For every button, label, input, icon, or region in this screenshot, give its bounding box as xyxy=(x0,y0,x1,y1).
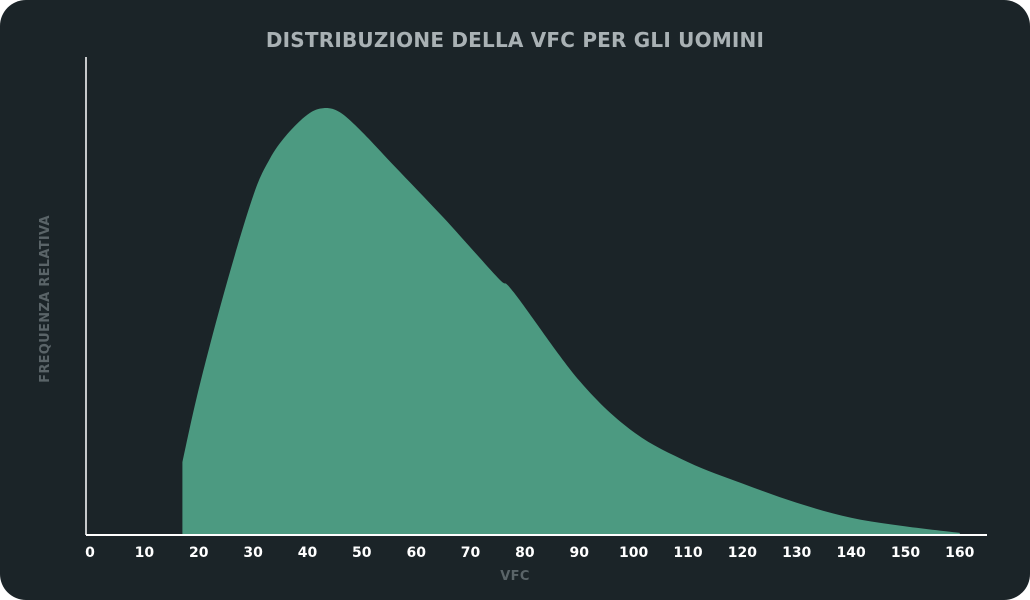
area-layer xyxy=(182,108,960,536)
chart-title: DISTRIBUZIONE DELLA VFC PER GLI UOMINI xyxy=(265,28,765,52)
distribution-area xyxy=(182,108,960,536)
x-tick-label: 110 xyxy=(673,545,702,561)
x-tick-label: 120 xyxy=(728,545,757,561)
x-tick-label: 100 xyxy=(619,545,648,561)
x-tick-label: 150 xyxy=(891,545,920,561)
x-tick-label: 20 xyxy=(189,545,209,561)
x-tick-label: 90 xyxy=(570,545,590,561)
y-axis-title: FREQUENZA RELATIVA xyxy=(38,215,53,383)
x-tick-label: 30 xyxy=(243,545,263,561)
x-tick-label: 160 xyxy=(945,545,974,561)
x-tick-label: 40 xyxy=(298,545,318,561)
x-tick-label: 80 xyxy=(515,545,535,561)
x-tick-label: 130 xyxy=(782,545,811,561)
x-tick-labels: 0 10 20 30 40 50 60 70 80 90 100 110 120 130 140 150 160 xyxy=(85,545,975,561)
x-tick-label: 0 xyxy=(85,545,95,561)
x-tick-label: 70 xyxy=(461,545,481,561)
x-tick-label: 10 xyxy=(135,545,155,561)
x-tick-label: 140 xyxy=(836,545,865,561)
x-tick-label: 50 xyxy=(352,545,372,561)
x-axis-title: VFC xyxy=(500,569,529,584)
x-tick-label: 60 xyxy=(406,545,426,561)
